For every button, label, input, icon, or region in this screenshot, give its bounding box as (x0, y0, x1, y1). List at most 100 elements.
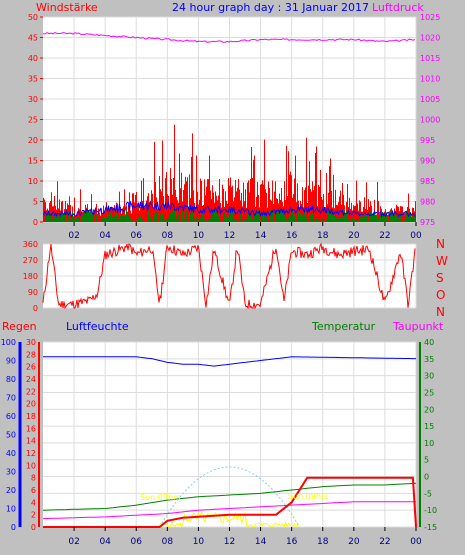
humidity-tick-label: 0 (31, 523, 36, 532)
x-tick-label: 12 (224, 231, 235, 241)
compass-labels: N W S O N (436, 237, 448, 319)
x-tick-label: 18 (317, 537, 329, 547)
direction-tick-label: 90 (28, 288, 38, 297)
wind-tick-label: 30 (28, 95, 38, 104)
x-tick-label: 18 (317, 231, 329, 241)
x-tick-label: 00 (410, 231, 422, 241)
dewpoint-label: Taupunkt (392, 320, 444, 333)
pressure-tick-label: 1005 (420, 95, 440, 104)
humidity-tick-label: 22 (26, 387, 36, 396)
wind-tick-label: 0 (33, 218, 38, 227)
pressure-tick-label: 1020 (420, 34, 440, 43)
humidity-line (43, 356, 416, 367)
x-tick-label: 00 (410, 537, 422, 547)
wind-tick-label: 25 (28, 116, 38, 125)
dewpoint-line (42, 501, 416, 520)
direction-tick-label: 0 (33, 304, 38, 313)
wind-x-axis: 02 04 06 08 10 12 14 16 18 20 22 00 (68, 222, 422, 241)
x-tick-label: 10 (193, 231, 205, 241)
sun-arc (159, 466, 300, 528)
humidity-tick-label: 8 (31, 474, 36, 483)
rain-tick-label: 90 (6, 357, 16, 366)
x-tick-label: 12 (224, 537, 235, 547)
gust-line (43, 200, 416, 218)
compass-w: W (436, 254, 448, 268)
pressure-tick-label: 1010 (420, 75, 440, 84)
x-tick-label: 04 (99, 537, 111, 547)
x-tick-label: 06 (131, 537, 143, 547)
pressure-label: Luftdruck (372, 1, 424, 14)
rain-tick-label: 100 (1, 338, 16, 347)
wind-tick-label: 15 (28, 157, 38, 166)
x-tick-label: 10 (193, 537, 205, 547)
wind-tick-label: 5 (33, 198, 38, 207)
compass-n-bottom: N (436, 305, 445, 319)
compass-n-top: N (436, 237, 445, 251)
temperature-tick-label: 25 (424, 388, 434, 397)
x-tick-label: 22 (379, 231, 390, 241)
direction-tick-label: 180 (23, 272, 38, 281)
humidity-tick-label: 14 (26, 437, 36, 446)
temperature-tick-label: 20 (424, 405, 434, 414)
direction-chart: 0 90 180 270 360 N W S O N (23, 237, 448, 319)
humidity-tick-label: 28 (26, 350, 36, 359)
humidity-tick-label: 16 (26, 424, 36, 433)
pressure-tick-label: 980 (420, 198, 435, 207)
pressure-line (42, 32, 416, 43)
rain-tick-label: 70 (6, 394, 16, 403)
pressure-tick-label: 985 (420, 177, 435, 186)
x-tick-label: 20 (348, 231, 360, 241)
wind-tick-label: 40 (28, 54, 38, 63)
temperature-tick-label: 40 (424, 338, 434, 347)
pressure-tick-label: 1025 (420, 13, 440, 22)
direction-grid (43, 243, 417, 309)
pressure-tick-label: 975 (420, 218, 435, 227)
pressure-tick-label: 1015 (420, 54, 440, 63)
wind-tick-label: 10 (28, 177, 38, 186)
temperature-y-axis: 40 35 30 25 20 15 10 5 0 -5 -10 -15 (419, 338, 437, 532)
humidity-tick-label: 6 (31, 486, 36, 495)
pressure-tick-label: 990 (420, 157, 435, 166)
direction-tick-label: 360 (23, 240, 38, 249)
graph-title: 24 hour graph day : 31 Januar 2017 (172, 1, 369, 14)
pressure-y-axis: 975 980 985 990 995 1000 1005 1010 1015 1020 1025 (420, 13, 440, 227)
climate-grid (43, 341, 417, 528)
temperature-tick-label: -10 (424, 506, 437, 515)
x-tick-label: 14 (255, 537, 267, 547)
x-tick-label: 14 (255, 231, 267, 241)
climate-chart: Sun 09hrs Sun 09hrs 01020304050607080901… (1, 338, 437, 547)
direction-tick-label: 270 (23, 256, 38, 265)
x-tick-label: 08 (162, 537, 174, 547)
rain-tick-label: 60 (6, 412, 16, 421)
compass-o: O (436, 288, 445, 302)
x-tick-label: 06 (131, 231, 143, 241)
temperature-tick-label: 30 (424, 372, 434, 381)
rain-tick-label: 40 (6, 449, 16, 458)
x-tick-label: 08 (162, 231, 174, 241)
sun-label-left: Sun 09hrs (140, 493, 180, 502)
temperature-line (42, 482, 417, 511)
temperature-tick-label: 5 (424, 456, 429, 465)
rain-tick-label: 10 (6, 505, 16, 514)
humidity-label: Luftfeuchte (66, 320, 129, 333)
rain-tick-label: 20 (6, 486, 16, 495)
rain-y-axis: 0 10 20 30 40 50 60 70 80 90 100 (1, 338, 22, 532)
humidity-tick-label: 10 (26, 461, 36, 470)
rain-label: Regen (2, 320, 37, 333)
humidity-tick-label: 30 (26, 338, 36, 347)
wind-tick-label: 20 (28, 136, 38, 145)
rain-tick-label: 30 (6, 468, 16, 477)
humidity-tick-label: 24 (26, 375, 36, 384)
humidity-tick-label: 20 (26, 400, 36, 409)
wind-tick-label: 50 (28, 13, 38, 22)
temperature-tick-label: 15 (424, 422, 434, 431)
temperature-tick-label: 10 (424, 439, 434, 448)
wind-grid (43, 16, 417, 223)
pressure-tick-label: 995 (420, 136, 435, 145)
rain-tick-label: 0 (11, 523, 16, 532)
x-tick-label: 16 (286, 231, 298, 241)
temperature-label: Temperatur (311, 320, 376, 333)
wind-y-axis: 0 5 10 15 20 25 30 35 40 45 50 (28, 13, 43, 227)
